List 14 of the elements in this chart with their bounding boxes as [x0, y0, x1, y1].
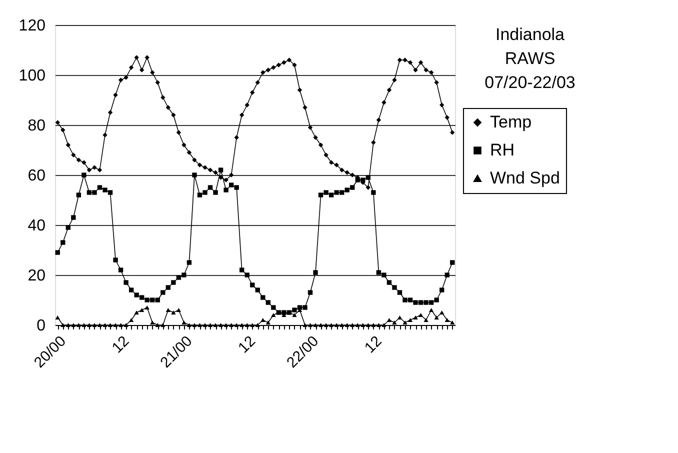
y-tick-label: 120 [18, 18, 46, 34]
legend-label: Wnd Spd [490, 168, 560, 188]
y-tick-label: 20 [28, 268, 46, 284]
legend-label: Temp [490, 112, 532, 132]
y-tick-label: 60 [28, 168, 46, 184]
y-tick-label: 80 [28, 118, 46, 134]
x-tick-label: 12 [361, 332, 386, 357]
x-tick-label: 12 [108, 332, 133, 357]
legend-label: RH [490, 140, 515, 160]
y-tick-label: 100 [18, 68, 46, 84]
y-tick-label: 40 [28, 218, 46, 234]
y-tick-label: 0 [36, 318, 46, 334]
x-tick-label: 12 [235, 332, 259, 357]
text: Indianola RAWS 07/20-22/03 [484, 25, 576, 92]
